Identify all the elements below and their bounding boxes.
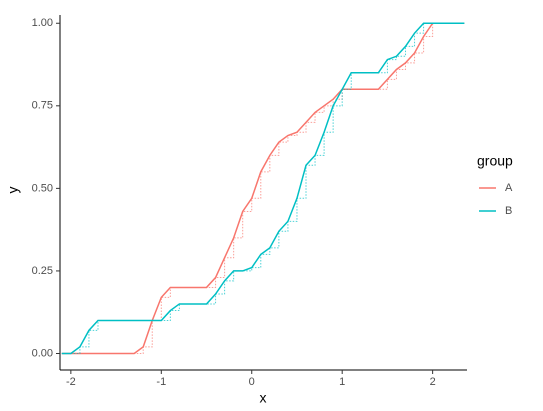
- y-axis-label: y: [5, 187, 21, 194]
- x-tick-label: -2: [66, 376, 76, 388]
- line: [61, 22, 465, 355]
- y-tick-label: 0.00: [32, 347, 53, 359]
- step-line: [61, 22, 465, 354]
- x-tick-label: 0: [249, 376, 255, 388]
- legend-label: B: [505, 205, 512, 217]
- line: [61, 22, 465, 355]
- x-tick-label: 1: [339, 376, 345, 388]
- legend-title: group: [477, 153, 513, 169]
- y-tick-label: 0.75: [32, 100, 53, 112]
- y-tick-label: 0.25: [32, 265, 53, 277]
- legend-label: A: [505, 182, 513, 194]
- x-tick-label: 2: [430, 376, 436, 388]
- y-tick-label: 1.00: [32, 17, 53, 29]
- y-tick-label: 0.50: [32, 182, 53, 194]
- x-axis-label: x: [260, 390, 267, 406]
- x-tick-label: -1: [156, 376, 166, 388]
- step-line: [61, 22, 465, 354]
